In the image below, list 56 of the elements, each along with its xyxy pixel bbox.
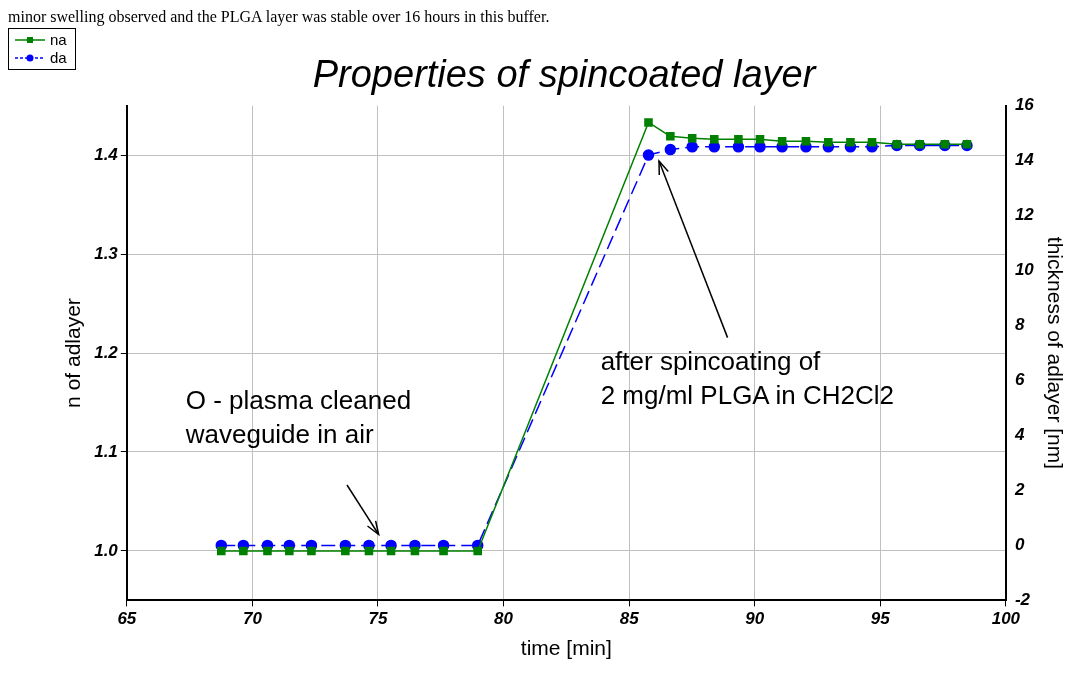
x-tick-label: 90 [745, 609, 765, 629]
point [410, 546, 420, 556]
point [642, 149, 655, 161]
x-tick-label: 100 [991, 609, 1021, 629]
y2-tick-label: 6 [1014, 370, 1025, 390]
y2-tick-label: 4 [1013, 425, 1025, 445]
point [473, 546, 482, 556]
text: minor swelling observed and the PLGA layer was stable over 16 hours in this buffer. [8, 8, 551, 28]
y2-tick-label: 12 [1014, 205, 1035, 225]
point [777, 136, 787, 146]
point [285, 546, 294, 556]
x-tick-label: 80 [494, 609, 514, 629]
point [664, 143, 677, 156]
y2-tick-label: 8 [1014, 315, 1025, 335]
x-tick-label: 95 [870, 609, 891, 629]
point [710, 134, 719, 144]
x-tick-label: 75 [368, 609, 388, 629]
legend-label: na [50, 31, 67, 49]
annotation: O - plasma cleaned waveguide in air [185, 384, 412, 452]
legend-label: da [50, 49, 67, 67]
point [801, 136, 811, 146]
x-tick-label: 65 [117, 609, 137, 629]
point [755, 134, 765, 144]
y-tick-label: 1.3 [94, 243, 119, 263]
x-tick-label: 85 [619, 609, 640, 629]
x-tick-label: 70 [242, 609, 263, 629]
y2-tick-label: 16 [1014, 95, 1035, 115]
y2-tick-label: -2 [1014, 590, 1031, 610]
y-tick-label: 1.4 [94, 144, 119, 164]
chart-title: Properties of spincoated layer [312, 53, 817, 96]
point [824, 137, 833, 147]
y2-tick-label: 10 [1014, 260, 1035, 280]
point [216, 546, 226, 556]
x-axis-title: time [min] [520, 636, 612, 660]
point [364, 546, 374, 556]
point [644, 118, 653, 127]
point [734, 134, 743, 144]
point [341, 546, 350, 556]
y-tick-label: 1.0 [94, 540, 119, 560]
point [687, 133, 697, 143]
point [307, 546, 316, 556]
point [239, 546, 248, 556]
point [386, 546, 396, 556]
point [439, 546, 448, 556]
annotation: after spincoating of 2 mg/ml PLGA in CH2Cl2 [600, 344, 894, 412]
y-tick-label: 1.2 [94, 342, 119, 362]
point [867, 137, 877, 147]
point [263, 546, 272, 556]
point [846, 137, 855, 147]
y-tick-label: 1.1 [94, 441, 118, 461]
y2-tick-label: 14 [1014, 150, 1035, 170]
y2-axis-title: thickness of adlayer [nm] [1043, 236, 1067, 470]
y-axis-title: n of adlayer [61, 298, 85, 408]
y2-tick-label: 2 [1013, 480, 1025, 500]
y2-tick-label: 0 [1014, 535, 1025, 555]
point [666, 131, 675, 141]
